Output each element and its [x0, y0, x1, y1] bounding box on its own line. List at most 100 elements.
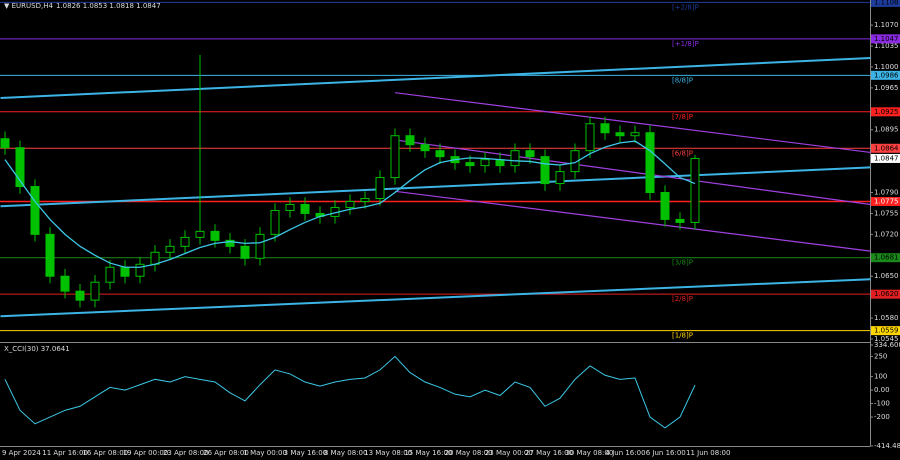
- level-price-box: [871, 34, 900, 44]
- candle-body: [210, 230, 220, 241]
- trend-line: [0, 56, 871, 100]
- trend-line: [0, 166, 871, 208]
- level-price-box: [871, 253, 900, 263]
- level-label: [+1/8]P: [672, 40, 699, 48]
- level-price-box: [871, 107, 900, 117]
- y-tick-label: 1.1000: [874, 63, 899, 71]
- level-price-box: [871, 326, 900, 336]
- candle-body: [225, 239, 235, 247]
- y-tick-label: 1.0720: [874, 230, 899, 238]
- x-tick-label: 1 May 00:00: [243, 449, 287, 457]
- level-price-box: [871, 143, 900, 153]
- candle-body: [60, 275, 70, 292]
- candle-body: [630, 132, 640, 137]
- x-tick-label: 13 May 08:00: [364, 449, 412, 457]
- x-tick-label: 15 May 16:00: [404, 449, 452, 457]
- candle-body: [195, 230, 205, 238]
- level-price-box: [871, 70, 900, 80]
- moving-average: [4, 140, 696, 268]
- level-price: 1.1108: [874, 0, 899, 6]
- ohlc-values: 1.0826 1.0853 1.0818 1.0847: [56, 2, 161, 10]
- h-line-price: 1.0775: [874, 197, 899, 205]
- cci-title: X_CCI(30) 37.0641: [4, 345, 70, 353]
- y-tick-label: -200: [874, 413, 890, 421]
- y-tick-label: 1.0580: [874, 314, 899, 322]
- level-price: 1.0925: [874, 108, 899, 116]
- level-price-box: [871, 0, 900, 7]
- y-tick-label: -100: [874, 400, 890, 408]
- x-tick-label: 30 May 08:00: [565, 449, 613, 457]
- last-price: 1.0847: [874, 154, 899, 162]
- y-tick-label: 1.1035: [874, 42, 899, 50]
- y-tick-label: 1.0650: [874, 272, 899, 280]
- candle-body: [75, 290, 85, 301]
- candle-body: [300, 203, 310, 214]
- candle-body: [360, 198, 370, 202]
- candle-body: [255, 233, 265, 259]
- candle-body: [390, 135, 400, 179]
- level-label: [8/8]P: [672, 76, 693, 84]
- candle-body: [180, 236, 190, 247]
- candle-body: [585, 123, 595, 152]
- candle-body: [525, 150, 535, 158]
- x-tick-label: 23 Apr 08:00: [163, 449, 209, 457]
- y-tick-label: 1.0790: [874, 189, 899, 197]
- candle-body: [645, 132, 655, 194]
- x-tick-label: 11 Apr 16:00: [42, 449, 88, 457]
- x-tick-label: 16 Apr 08:00: [82, 449, 128, 457]
- candle-body: [690, 157, 700, 223]
- level-label: [1/8]P: [672, 332, 693, 340]
- trend-line: [394, 139, 871, 206]
- level-price: 1.0620: [874, 290, 899, 298]
- x-tick-label: 4 Jun 16:00: [606, 449, 646, 457]
- candle-body: [0, 138, 10, 149]
- h-line-price-box: [871, 196, 900, 206]
- candle-body: [540, 156, 550, 185]
- level-price: 1.0864: [874, 144, 899, 152]
- x-tick-label: 19 Apr 00:00: [123, 449, 169, 457]
- candle-body: [375, 177, 385, 200]
- level-label: [7/8]P: [672, 113, 693, 121]
- trend-line: [394, 92, 871, 154]
- level-price: 1.1047: [874, 35, 899, 43]
- level-price: 1.0681: [874, 254, 899, 262]
- candle-body: [435, 150, 445, 158]
- candle-body: [135, 263, 145, 277]
- level-label: [3/8]P: [672, 259, 693, 267]
- level-price: 1.0986: [874, 71, 899, 79]
- level-label: [+2/8]P: [672, 3, 699, 11]
- candle-body: [600, 123, 610, 134]
- candle-body: [555, 171, 565, 185]
- candle-body: [15, 147, 25, 188]
- x-tick-label: 3 May 16:00: [284, 449, 328, 457]
- candle-body: [510, 150, 520, 167]
- candle-body: [615, 132, 625, 137]
- candle-body: [285, 203, 295, 211]
- y-tick-label: 0.00: [874, 386, 890, 394]
- candle-body: [45, 233, 55, 277]
- candle-body: [105, 266, 115, 283]
- candle-body: [675, 218, 685, 223]
- y-tick-label: 250: [874, 352, 887, 360]
- candle-body: [465, 162, 475, 167]
- trend-line: [394, 190, 871, 252]
- x-tick-label: 23 May 00:00: [485, 449, 533, 457]
- candle-body: [165, 245, 175, 253]
- candle-body: [150, 251, 160, 265]
- x-tick-label: 8 May 08:00: [324, 449, 368, 457]
- x-tick-label: 11 Jun 08:00: [686, 449, 730, 457]
- candle-body: [660, 192, 670, 220]
- cci-line: [4, 355, 696, 429]
- x-tick-label: 6 Jun 16:00: [646, 449, 686, 457]
- candle-body: [570, 150, 580, 173]
- candle-body: [405, 135, 415, 146]
- symbol-title: ▼ EURUSD,H4: [4, 2, 53, 10]
- y-tick-label: 1.1070: [874, 21, 899, 29]
- x-tick-label: 26 Apr 08:00: [203, 449, 249, 457]
- y-tick-label: 1.0965: [874, 84, 899, 92]
- candle-body: [420, 144, 430, 152]
- candle-body: [480, 159, 490, 167]
- x-tick-label: 20 May 08:00: [445, 449, 493, 457]
